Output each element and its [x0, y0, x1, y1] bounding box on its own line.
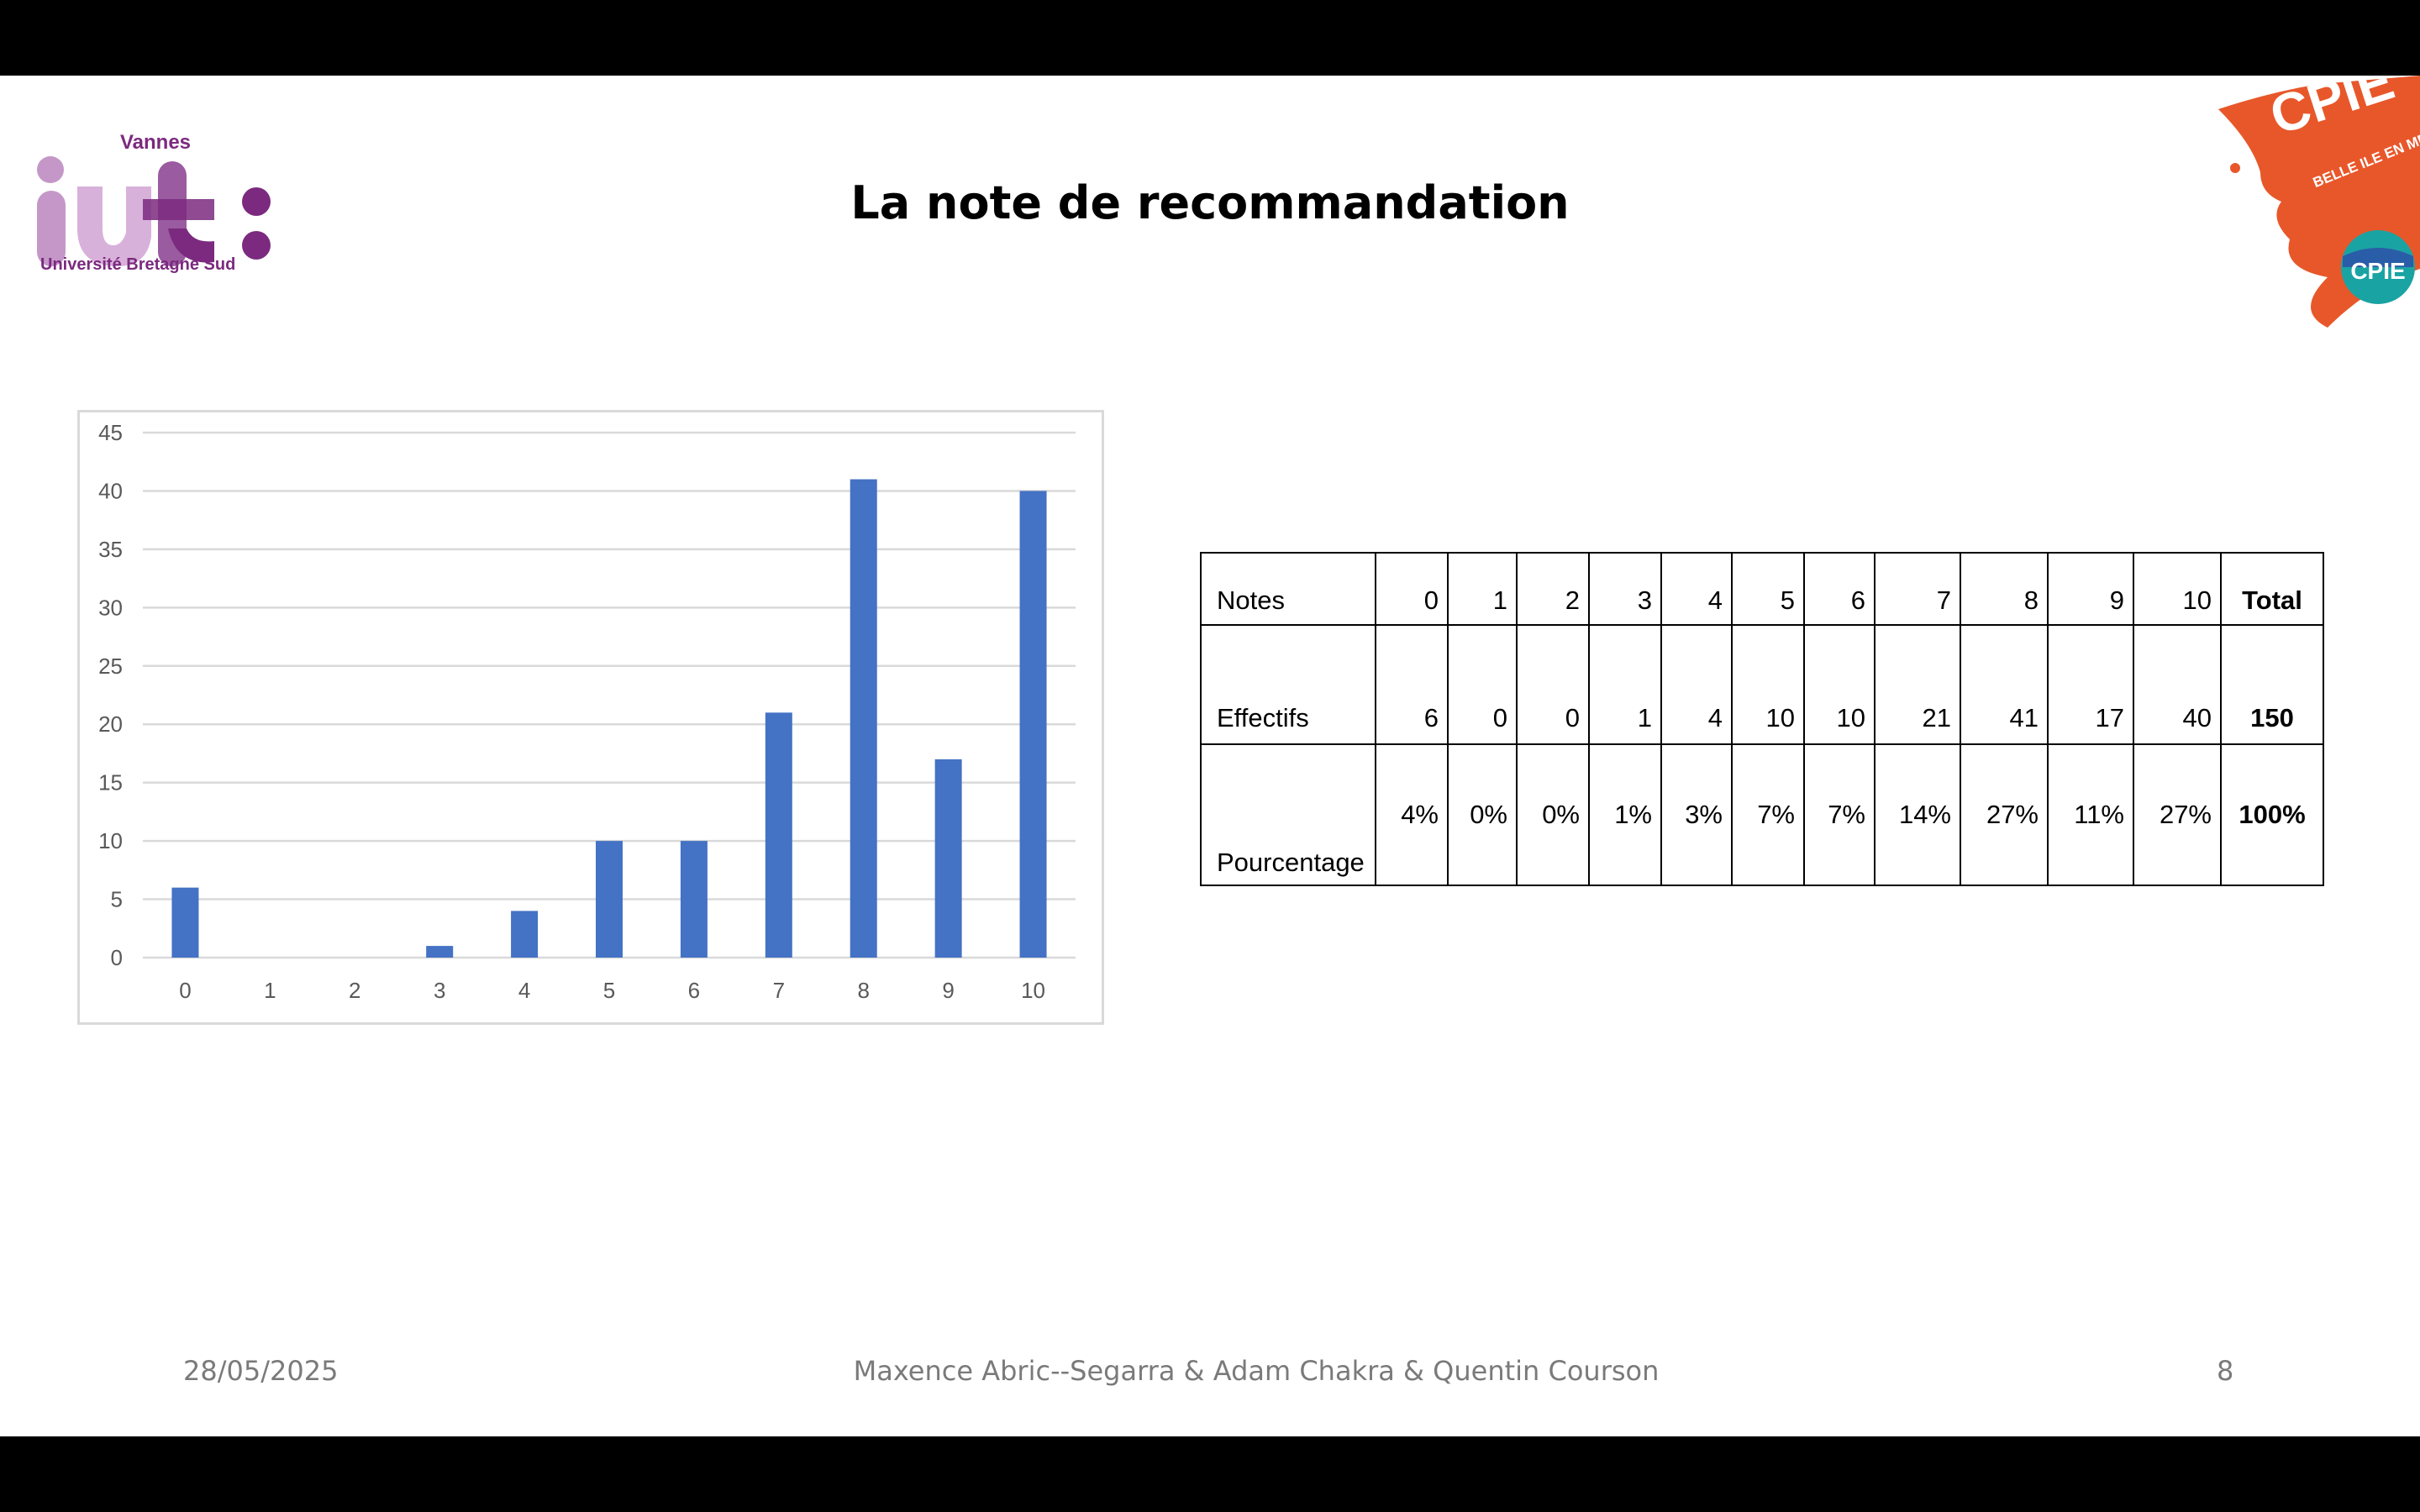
bar [426, 946, 454, 958]
table-cell: 1 [1588, 624, 1662, 745]
table-cell: 0 [1375, 552, 1449, 626]
bar [850, 479, 877, 958]
table-cell: 10 [1731, 624, 1805, 745]
table-cell: 17 [2047, 624, 2134, 745]
table-cell: 0 [1516, 624, 1590, 745]
x-tick-label: 6 [688, 978, 700, 1003]
x-tick-label: 3 [434, 978, 445, 1003]
table-cell: 4% [1375, 743, 1449, 886]
table-cell: 10 [2133, 552, 2222, 626]
table-cell: 2 [1516, 552, 1590, 626]
table-cell: 1% [1588, 743, 1662, 886]
table-cell: 3 [1588, 552, 1662, 626]
table-cell: 5 [1731, 552, 1805, 626]
bar [765, 712, 792, 958]
chart-frame [77, 410, 1104, 1025]
bar [511, 911, 539, 958]
table-cell: 14% [1874, 743, 1961, 886]
table-row-label: Notes [1200, 552, 1376, 626]
bar [1019, 491, 1047, 958]
data-table: Notes 0 1 2 3 4 5 6 7 8 9 10 Total Effectifs 6 0 0 1 4 10 10… [1200, 552, 2324, 886]
bar [596, 841, 623, 958]
iut-logo-main-text: iut [34, 102, 35, 103]
svg-text:CPIE: CPIE [2350, 258, 2405, 284]
x-tick-label: 4 [518, 978, 530, 1003]
x-tick-label: 7 [773, 978, 785, 1003]
y-tick-label: 25 [98, 654, 123, 679]
table-cell: 7% [1731, 743, 1805, 886]
x-tick-label: 5 [603, 978, 615, 1003]
bar [934, 759, 962, 958]
x-tick-label: 0 [179, 978, 191, 1003]
footer-authors: Maxence Abric--Segarra & Adam Chakra & Q… [853, 1355, 1660, 1387]
table-total-cell: 150 [2220, 624, 2324, 745]
table-cell: 7% [1803, 743, 1876, 886]
table-cell: 40 [2133, 624, 2222, 745]
y-tick-label: 30 [98, 595, 123, 620]
y-tick-label: 45 [98, 420, 123, 445]
iut-logo-top-text: Vannes [120, 131, 191, 154]
slide: Vannes iut Université Bretagne Sud CPIE … [0, 76, 2420, 1436]
table-cell: 7 [1874, 552, 1961, 626]
x-tick-label: 8 [857, 978, 869, 1003]
x-tick-label: 10 [1021, 978, 1045, 1003]
y-tick-label: 20 [98, 711, 123, 737]
y-tick-label: 15 [98, 770, 123, 795]
x-tick-label: 2 [349, 978, 360, 1003]
table-cell: 9 [2047, 552, 2134, 626]
y-tick-label: 0 [111, 945, 123, 970]
table-cell: 3% [1660, 743, 1733, 886]
y-tick-label: 35 [98, 537, 123, 562]
y-tick-label: 10 [98, 828, 123, 853]
table-cell: 8 [1960, 552, 2049, 626]
table-cell: 6 [1803, 552, 1876, 626]
x-tick-label: 9 [942, 978, 954, 1003]
table-row-label: Effectifs [1200, 624, 1376, 745]
bar [171, 887, 199, 958]
x-tick-label: 1 [264, 978, 276, 1003]
table-row: Effectifs 6 0 0 1 4 10 10 21 41 17 40 150 [1200, 624, 2324, 745]
table-cell: 4 [1660, 624, 1733, 745]
iut-logo-caption: Université Bretagne Sud [40, 255, 236, 274]
table-row: Notes 0 1 2 3 4 5 6 7 8 9 10 Total [1200, 552, 2324, 626]
bar [680, 841, 708, 958]
cpie-logo: CPIE BELLE ILE EN MER CPIE [2218, 76, 2420, 328]
table-cell: 1 [1447, 552, 1518, 626]
table-total-cell: Total [2220, 552, 2324, 626]
table-total-cell: 100% [2220, 743, 2324, 886]
table-cell: 21 [1874, 624, 1961, 745]
footer-date: 28/05/2025 [183, 1355, 339, 1387]
table-cell: 4 [1660, 552, 1733, 626]
table-cell: 0% [1447, 743, 1518, 886]
table-cell: 0 [1447, 624, 1518, 745]
table-cell: 27% [1960, 743, 2049, 886]
table-cell: 6 [1375, 624, 1449, 745]
table-row-label: Pourcentage [1200, 743, 1376, 886]
table-row: Pourcentage 4% 0% 0% 1% 3% 7% 7% 14% 27% 11% 27% 100… [1200, 743, 2324, 886]
table-cell: 27% [2133, 743, 2222, 886]
table-cell: 0% [1516, 743, 1590, 886]
y-tick-label: 5 [111, 887, 123, 912]
table-cell: 11% [2047, 743, 2134, 886]
table-cell: 10 [1803, 624, 1876, 745]
y-tick-label: 40 [98, 478, 123, 503]
iut-logo: Vannes iut [34, 102, 271, 266]
footer-page-number: 8 [2217, 1355, 2234, 1387]
table-cell: 41 [1960, 624, 2049, 745]
slide-title: La note de recommandation [850, 176, 1570, 229]
